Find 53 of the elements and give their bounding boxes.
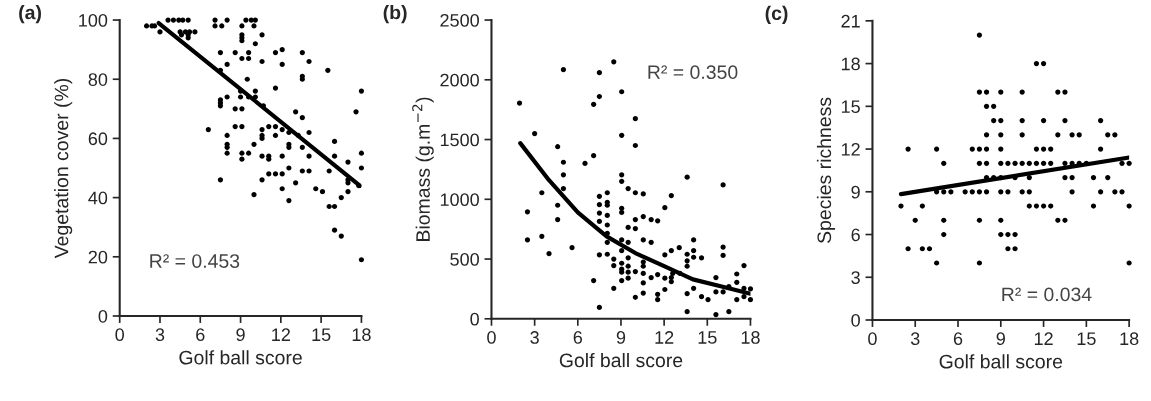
x-tick-label: 12 [655, 331, 674, 344]
x-axis-title: Golf ball score [179, 350, 302, 365]
x-tick-label: 15 [1077, 332, 1096, 346]
x-tick-label: 12 [272, 328, 290, 341]
y-axis-title: Species richness [816, 97, 836, 244]
x-tick-label: 3 [530, 331, 539, 344]
annotation: R² = 0.350 [648, 65, 738, 80]
annotation: R² = 0.034 [1002, 287, 1092, 302]
x-tick-label: 0 [868, 332, 877, 346]
x-tick-label: 9 [616, 331, 626, 344]
y-tick-label: 15 [841, 100, 860, 114]
y-tick-label: 500 [450, 252, 479, 266]
x-tick-label: 15 [312, 328, 331, 342]
x-tick-label: 6 [573, 331, 583, 344]
y-tick-label: 100 [79, 13, 108, 27]
y-tick-label: 0 [851, 313, 860, 327]
y-tick-label: 60 [88, 132, 108, 146]
annotation: R² = 0.453 [150, 254, 240, 268]
y-tick-label: 12 [841, 142, 860, 156]
y-tick-label: 80 [88, 73, 108, 86]
y-axis-title: Biomass (g.m$^{−2}$) [412, 97, 434, 241]
x-tick-label: 9 [996, 332, 1005, 346]
chart-title: (b) [383, 5, 407, 24]
y-tick-label: 21 [841, 14, 860, 28]
y-tick-label: 20 [88, 250, 108, 264]
x-tick-label: 18 [352, 328, 371, 342]
y-axis-title: Vegetation cover (%) [54, 78, 73, 259]
x-tick-label: 18 [741, 331, 760, 344]
x-tick-label: 18 [1120, 332, 1139, 346]
x-tick-label: 6 [953, 332, 963, 346]
y-tick-label: 2500 [440, 13, 479, 27]
x-tick-label: 0 [115, 328, 125, 342]
chart-title: (c) [765, 5, 788, 24]
x-axis-title: Golf ball score [939, 354, 1063, 369]
x-tick-label: 12 [1034, 332, 1053, 345]
y-tick-label: 1500 [440, 133, 479, 147]
x-tick-label: 0 [487, 331, 496, 344]
y-tick-label: 2000 [440, 73, 479, 87]
y-tick-label: 18 [841, 57, 860, 71]
y-tick-label: 9 [851, 185, 860, 199]
y-tick-label: 0 [470, 312, 479, 326]
x-axis-title: Golf ball score [559, 352, 683, 368]
x-tick-label: 3 [910, 332, 920, 346]
y-tick-label: 0 [98, 309, 108, 323]
y-tick-label: 1000 [440, 193, 479, 207]
y-tick-label: 40 [88, 191, 108, 205]
x-tick-label: 9 [236, 328, 245, 342]
y-tick-label: 3 [851, 271, 860, 284]
x-tick-label: 6 [196, 328, 205, 342]
y-tick-label: 6 [851, 228, 860, 242]
chart-title: (a) [19, 5, 41, 24]
x-tick-label: 3 [155, 328, 165, 342]
x-tick-label: 15 [698, 331, 717, 344]
